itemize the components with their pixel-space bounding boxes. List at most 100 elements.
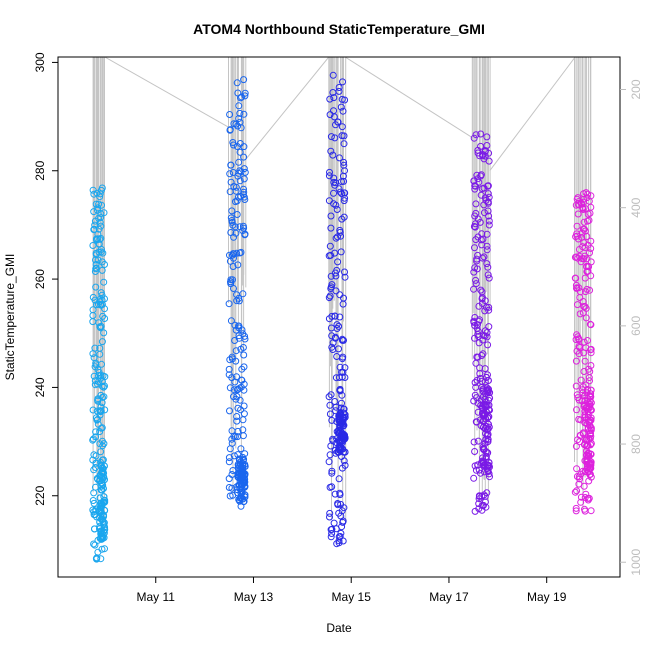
data-point [331,490,339,498]
data-point [579,298,587,305]
data-point [575,197,583,205]
data-point [92,261,100,268]
data-point [473,171,481,179]
data-point [234,89,242,97]
data-point [481,424,489,433]
data-point [485,212,493,220]
data-point [92,428,100,436]
data-point [470,285,478,293]
data-point [586,429,595,437]
data-point [98,266,106,274]
data-point [481,327,489,335]
data-point [230,386,238,394]
data-point [228,207,236,215]
data-point [330,94,338,102]
data-point [226,170,234,178]
data-point [482,196,490,204]
data-point [587,386,595,394]
data-point [99,312,107,320]
data-point [337,529,345,537]
data-point [471,448,479,455]
data-point [338,507,346,515]
data-point [96,525,104,533]
data-point [100,440,108,448]
data-point [476,152,484,160]
data-point [92,283,100,291]
transit-line [244,57,330,161]
data-point [333,321,341,329]
data-point [471,185,479,193]
data-point [233,79,241,87]
data-point [573,465,581,473]
data-point [576,310,584,318]
data-point [573,391,581,399]
data-point [98,486,106,494]
data-point [97,469,106,477]
data-point [480,253,488,261]
data-point [478,230,486,238]
data-point [341,461,349,469]
data-point [578,229,586,237]
data-point [580,198,587,206]
data-point [92,256,99,264]
data-point [100,383,108,391]
x-tick-label: May 13 [234,590,274,604]
x-axis: May 11 May 13 May 15 May 17 May 19 [137,577,567,604]
y-axis-label: StaticTemperature_GMI [3,254,17,381]
data-point [228,251,236,259]
data-point [336,291,344,299]
data-point [91,377,99,385]
data-point [335,154,343,162]
data-point [93,513,100,521]
data-point [94,395,102,403]
data-point [334,258,342,266]
data-point [235,102,243,110]
data-point [341,268,348,276]
data-point [97,448,105,456]
data-point [336,188,344,196]
data-point [475,178,483,186]
y2-tick-label: 200 [629,79,643,99]
data-point [229,263,237,270]
chart-title: ATOM4 Northbound StaticTemperature_GMI [193,21,485,37]
data-point [237,345,245,353]
data-point [227,178,235,186]
data-point [90,372,98,380]
data-point [230,452,238,460]
data-point [484,207,492,215]
data-point [479,400,488,408]
data-point [587,349,595,357]
data-point [587,272,595,280]
data-point [229,139,237,146]
data-point [473,353,481,361]
data-point [576,475,584,483]
data-point [470,268,478,276]
data-point [230,285,237,292]
data-point [328,416,336,424]
data-point [586,416,594,424]
data-point [582,304,590,312]
data-point [96,407,104,415]
plot-area [89,57,595,563]
data-point [89,435,97,443]
data-point [482,448,490,456]
data-point [585,263,593,271]
data-point [583,465,591,474]
data-point [241,168,249,176]
data-point [573,406,580,414]
data-point [228,439,236,447]
data-point [226,407,233,415]
x-tick-label: May 19 [527,590,567,604]
data-point [339,107,347,115]
data-point [572,233,580,241]
transit-line [104,57,230,128]
data-point [484,425,492,433]
data-point [483,230,491,238]
data-point [482,452,490,461]
data-point [240,363,248,371]
data-point [97,371,105,379]
data-point [99,249,107,257]
data-point [91,296,99,304]
data-point [238,93,246,101]
